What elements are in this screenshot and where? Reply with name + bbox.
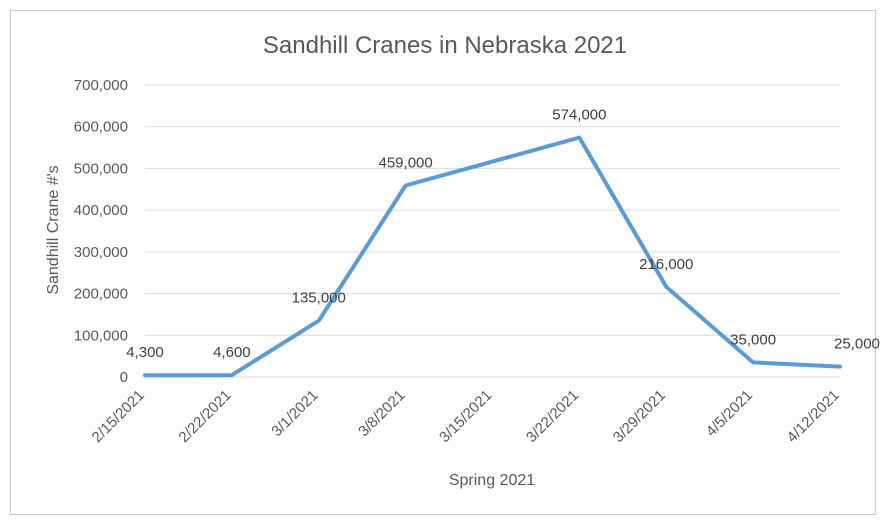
data-label: 574,000 — [552, 107, 606, 124]
y-tick-label: 300,000 — [74, 244, 128, 261]
data-label: 35,000 — [730, 331, 776, 348]
chart-title: Sandhill Cranes in Nebraska 2021 — [263, 32, 627, 59]
x-tick-label: 2/22/2021 — [175, 387, 234, 446]
y-tick-label: 400,000 — [74, 202, 128, 219]
data-label: 4,300 — [126, 344, 164, 361]
x-tick-label: 3/29/2021 — [610, 387, 669, 446]
y-tick-label: 100,000 — [74, 327, 128, 344]
data-labels: 4,300 4,600 135,000 459,000 574,000 216,000 35… — [126, 107, 880, 362]
y-tick-label: 200,000 — [74, 286, 128, 303]
y-axis-label: Sandhill Crane #'s — [45, 165, 62, 294]
x-tick-label: 2/15/2021 — [89, 387, 148, 446]
data-label: 135,000 — [292, 290, 346, 307]
y-tick-label: 700,000 — [74, 77, 128, 94]
series-line — [143, 135, 842, 378]
x-tick-label: 3/22/2021 — [523, 387, 582, 446]
x-tick-label: 3/8/2021 — [355, 387, 408, 440]
y-tick-label: 600,000 — [74, 119, 128, 136]
chart-frame — [10, 10, 876, 515]
data-label: 4,600 — [213, 344, 251, 361]
y-tick-label: 0 — [120, 369, 128, 386]
x-tick-label: 4/12/2021 — [784, 387, 843, 446]
y-tick-label: 500,000 — [74, 160, 128, 177]
x-axis-tick-labels: 2/15/2021 2/22/2021 3/1/2021 3/8/2021 3/15/2… — [89, 387, 843, 446]
x-tick-label: 3/1/2021 — [268, 387, 321, 440]
x-tick-label: 3/15/2021 — [436, 387, 495, 446]
data-label: 459,000 — [379, 155, 433, 172]
x-tick-label: 4/5/2021 — [703, 387, 756, 440]
data-label: 216,000 — [639, 256, 693, 273]
data-label: 25,000 — [834, 336, 880, 353]
x-axis-label: Spring 2021 — [449, 472, 535, 489]
y-axis-tick-labels: 0 100,000 200,000 300,000 400,000 500,000 600,… — [74, 77, 128, 386]
